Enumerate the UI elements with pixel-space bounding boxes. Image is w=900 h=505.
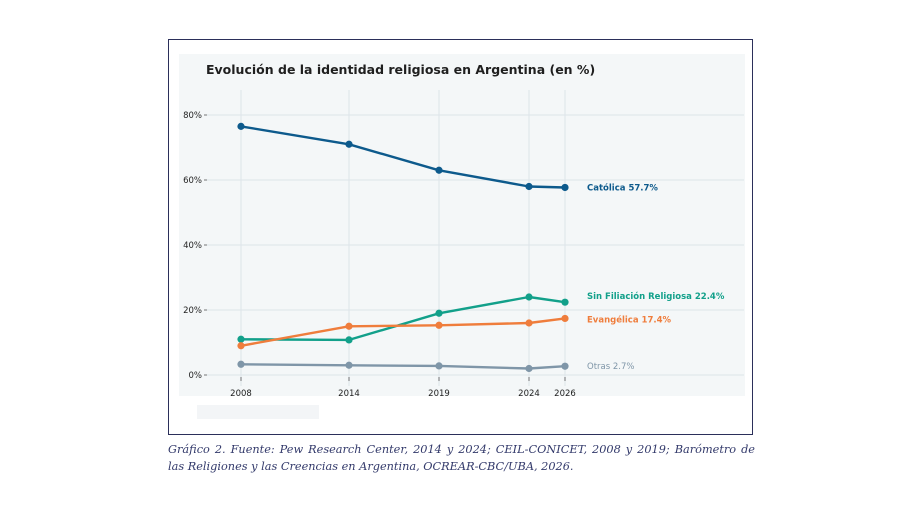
x-tick-label: 2024 <box>518 389 540 399</box>
y-tick-label: 60% <box>183 176 202 186</box>
data-point-evangelica <box>561 315 568 322</box>
figure-caption: Gráfico 2. Fuente: Pew Research Center, … <box>168 441 755 475</box>
data-point-otras <box>345 362 352 369</box>
data-point-catolica <box>435 167 442 174</box>
watermark-box <box>197 405 319 419</box>
chart-frame: Evolución de la identidad religiosa en A… <box>168 39 753 435</box>
data-point-otras <box>435 362 442 369</box>
data-point-sin_filiacion <box>345 336 352 343</box>
data-point-sin_filiacion <box>435 310 442 317</box>
y-tick-label: 0% <box>189 371 203 381</box>
data-point-sin_filiacion <box>561 299 568 306</box>
data-point-catolica <box>525 183 532 190</box>
x-tick-label: 2019 <box>428 389 450 399</box>
x-tick-label: 2014 <box>338 389 360 399</box>
plot-background <box>179 54 745 396</box>
data-point-evangelica <box>525 319 532 326</box>
data-point-catolica <box>345 141 352 148</box>
data-point-otras <box>561 363 568 370</box>
data-point-otras <box>525 365 532 372</box>
end-label-evangelica: Evangélica 17.4% <box>587 314 672 325</box>
x-tick-label: 2026 <box>554 389 576 399</box>
end-label-sin_filiacion: Sin Filiación Religiosa 22.4% <box>587 291 725 302</box>
data-point-evangelica <box>237 342 244 349</box>
line-chart: Evolución de la identidad religiosa en A… <box>169 40 751 433</box>
data-point-otras <box>237 361 244 368</box>
data-point-evangelica <box>435 322 442 329</box>
y-tick-label: 20% <box>183 306 202 316</box>
y-tick-label: 40% <box>183 241 202 251</box>
data-point-evangelica <box>345 323 352 330</box>
end-label-catolica: Católica 57.7% <box>587 182 658 193</box>
end-label-otras: Otras 2.7% <box>587 362 634 372</box>
x-tick-label: 2008 <box>230 389 252 399</box>
y-tick-label: 80% <box>183 111 202 121</box>
data-point-sin_filiacion <box>237 336 244 343</box>
data-point-catolica <box>561 184 568 191</box>
chart-title: Evolución de la identidad religiosa en A… <box>206 62 595 77</box>
data-point-sin_filiacion <box>525 293 532 300</box>
data-point-catolica <box>237 123 244 130</box>
